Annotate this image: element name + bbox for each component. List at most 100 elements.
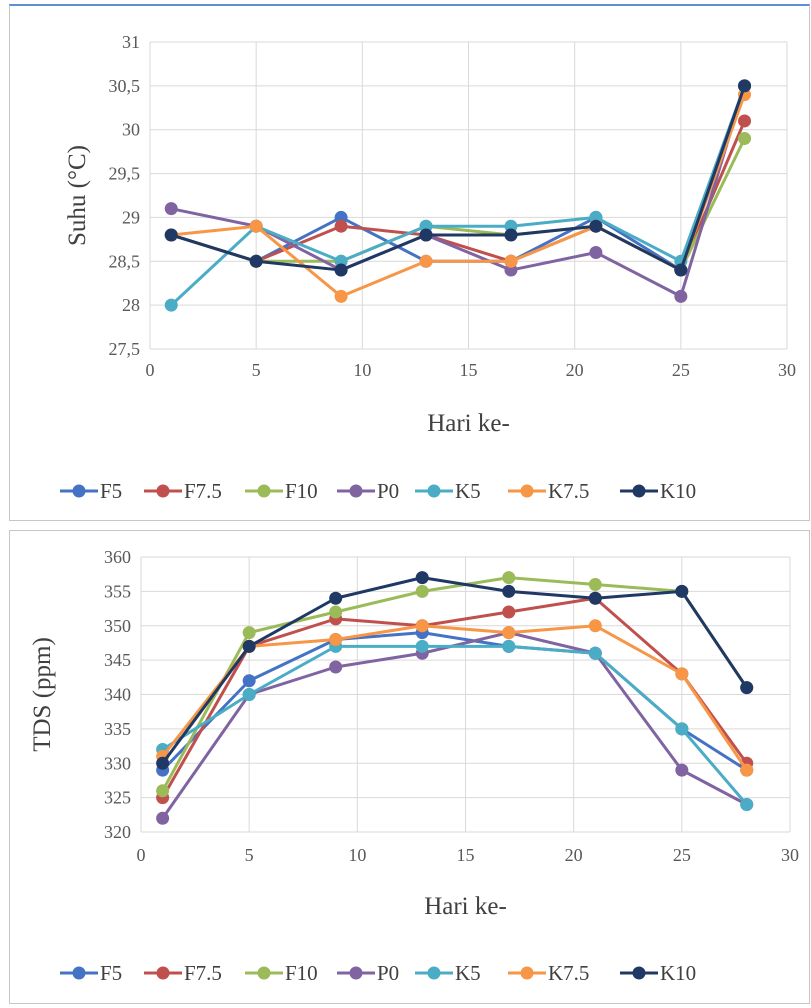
data-point [588,578,602,591]
legend: F5 F7.5 F10 P0 K5 K7.5 K10 [60,479,696,503]
data-point [674,289,688,303]
data-point [588,619,602,633]
legend-label: K5 [455,961,481,985]
series-line [170,85,746,307]
legend-label: K10 [660,961,696,985]
data-point [589,219,603,233]
x-axis-title: Hari ke- [424,893,507,920]
temperature-chart: 27,5 28 28,5 29 29,5 30 30,5 31 0 5 10 15 20 25 30 Hari… [60,32,796,503]
legend-marker [427,484,441,498]
legend-item-K10: K10 [620,961,696,985]
x-axis-title: Hari ke- [427,410,510,437]
data-point [740,798,754,811]
legend-marker [427,966,441,980]
data-point [334,219,348,233]
series-line [161,631,748,820]
data-point [738,114,752,128]
y-tick-label: 320 [104,822,131,842]
legend: F5 F7.5 F10 P0 K5 K7.5 K10 [60,961,696,985]
data-point [419,228,433,242]
data-point [738,131,752,145]
legend-item-P0: P0 [337,961,399,985]
data-point [415,619,429,633]
x-tick-label: 5 [252,360,261,380]
legend-marker [257,966,271,980]
series-line [161,644,748,806]
series-line [170,85,746,272]
series-K10 [156,571,754,770]
data-point [502,605,516,619]
legend-item-F10: F10 [245,961,318,985]
data-point [419,254,433,268]
legend-marker [349,966,363,980]
legend-label: F10 [285,479,318,503]
data-point [329,591,343,605]
data-point [242,688,256,701]
legend-marker [72,484,86,498]
legend-label: K7.5 [548,961,589,985]
data-point [674,263,688,277]
legend-label: F5 [100,961,122,985]
x-tick-label: 0 [146,360,155,380]
series-F10 [164,131,752,277]
x-tick-label: 5 [245,845,254,865]
series-K5 [164,79,752,312]
x-tick-label: 25 [673,845,691,865]
legend-item-K7.5: K7.5 [508,479,589,503]
series-K7.5 [164,88,752,303]
data-point [502,584,516,598]
data-point [504,254,518,268]
x-tick-label: 20 [565,845,583,865]
data-point [415,639,429,653]
series-line [161,576,748,765]
x-tick-label: 10 [353,360,371,380]
legend-item-F5: F5 [60,961,122,985]
legend-label: P0 [377,961,399,985]
y-tick-label: 360 [104,547,131,567]
legend-label: F7.5 [184,961,222,985]
data-point [329,660,343,674]
tds-chart: 320 325 330 335 340 345 350 355 360 0 5 10 15 20 25 30 H… [29,547,799,985]
data-point [164,298,178,312]
data-point [504,228,518,242]
legend-item-K5: K5 [415,479,481,503]
data-point [502,626,516,640]
data-point [675,667,689,681]
legend-label: P0 [377,479,399,503]
legend-marker [349,484,363,498]
legend-marker [520,966,534,980]
legend-marker [72,966,86,980]
legend-item-K5: K5 [415,961,481,985]
tds-chart-panel: 320 325 330 335 340 345 350 355 360 0 5 10 15 20 25 30 H… [9,530,810,1004]
data-point [675,584,689,598]
data-point [675,763,689,777]
series-P0 [164,79,752,303]
data-point [334,289,348,303]
data-point [415,571,429,585]
data-point [588,591,602,605]
y-tick-label: 330 [104,753,131,773]
y-tick-label: 30 [122,120,140,140]
data-point [740,763,754,777]
legend-marker [257,484,271,498]
x-tick-label: 15 [460,360,478,380]
series-K10 [164,79,752,277]
legend-label: K10 [660,479,696,503]
data-point [249,254,263,268]
y-tick-label: 355 [104,581,131,601]
series-P0 [156,626,754,825]
y-tick-label: 345 [104,650,131,670]
legend-marker [632,966,646,980]
data-point [588,646,602,660]
data-point [334,263,348,277]
data-point [329,633,343,646]
legend-item-F7.5: F7.5 [144,961,222,985]
x-tick-label: 30 [778,360,796,380]
legend-label: F5 [100,479,122,503]
x-tick-label: 10 [348,845,366,865]
series-K5 [156,639,754,811]
series-line [170,85,746,272]
x-tick-label: 25 [672,360,690,380]
legend-marker [156,966,170,980]
legend-marker [520,484,534,498]
